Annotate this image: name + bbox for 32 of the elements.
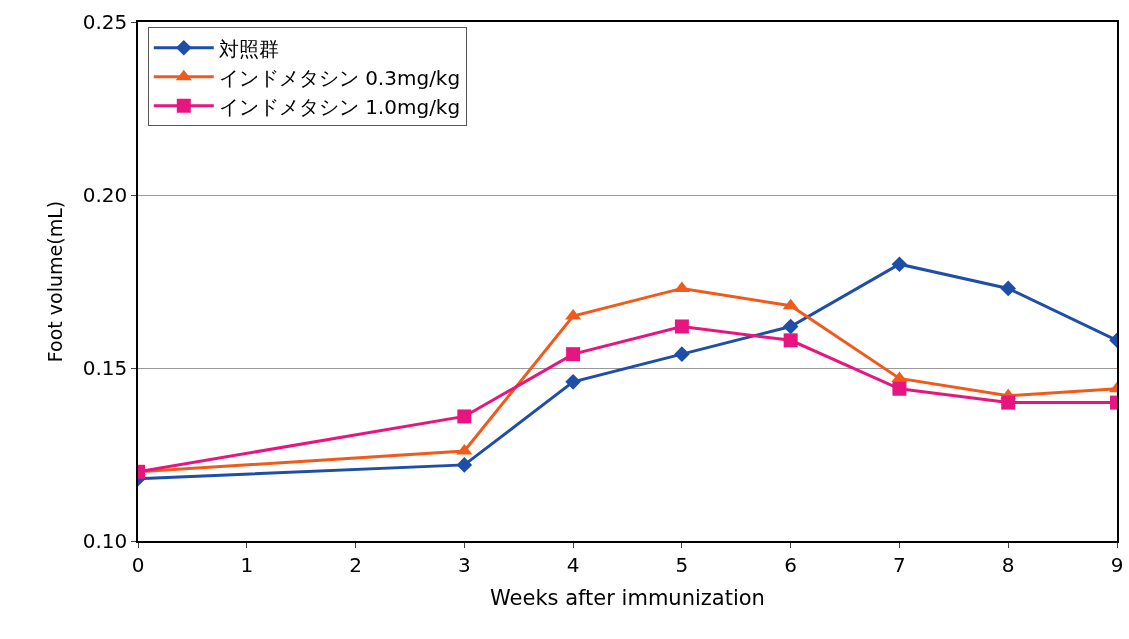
point [891,256,908,272]
point [1000,280,1017,297]
y-tick-label: 0.25 [82,10,128,34]
y-tick-label: 0.10 [82,529,128,553]
legend-label: インドメタシン 1.0mg/kg [218,94,461,119]
x-tick-label: 8 [1001,552,1015,577]
x-tick-label: 6 [784,552,798,577]
point [456,457,473,473]
legend-label: 対照群 [218,36,279,61]
y-tick-label: 0.20 [82,183,128,207]
x-tick-label: 3 [457,552,471,577]
y-tick-label: 0.15 [82,356,128,380]
point [457,409,472,424]
point [566,347,581,362]
point [1001,395,1016,410]
point [565,374,581,390]
legend-label: インドメタシン 0.3mg/kg [218,65,461,90]
point [674,346,690,362]
x-axis-title: Weeks after immunization [490,586,765,611]
point [892,381,907,396]
y-axis-title: Foot volume(mL) [44,200,67,363]
x-tick-label: 5 [675,552,689,577]
point [674,319,689,334]
x-tick-label: 1 [240,552,254,577]
point [783,333,798,348]
point [782,318,799,335]
x-tick-label: 4 [566,552,580,577]
x-tick-label: 2 [349,552,362,577]
x-tick-label: 7 [893,552,906,577]
point [782,298,799,310]
x-tick-label: 0 [131,552,145,577]
x-tick-label: 9 [1110,552,1124,577]
